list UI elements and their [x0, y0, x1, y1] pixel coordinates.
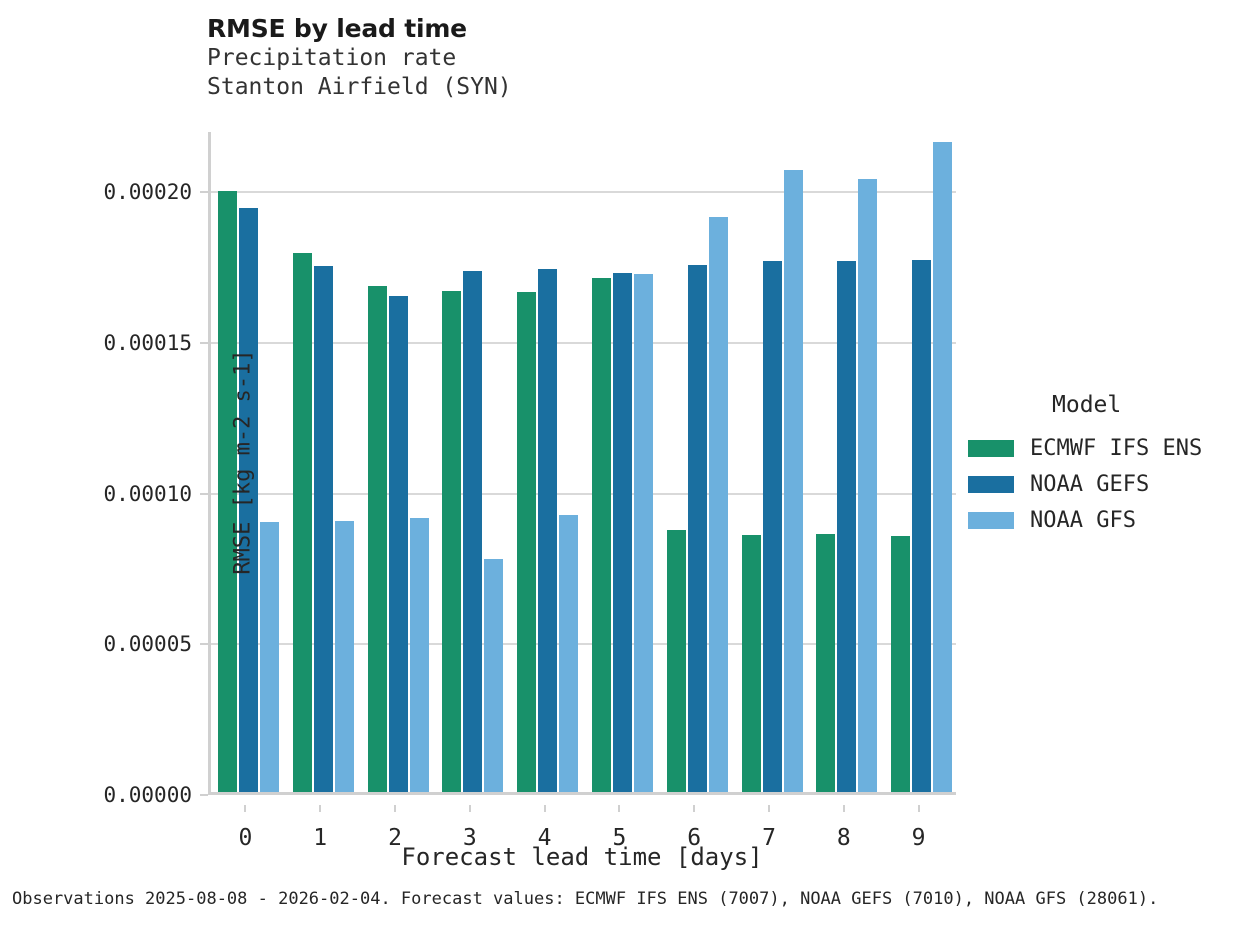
bar: [762, 261, 782, 792]
bar: [633, 274, 653, 792]
y-axis-tick: [200, 191, 208, 194]
x-axis-tick: [319, 805, 322, 812]
y-axis-tick: [200, 794, 208, 796]
bar: [367, 286, 387, 792]
x-axis-tick: [768, 805, 770, 812]
y-axis-tick: [200, 341, 208, 344]
bar: [687, 264, 707, 792]
gridline: [211, 191, 956, 194]
legend-item-label: ECMWF IFS ENS: [1030, 435, 1203, 461]
x-axis-tick-label: 3: [462, 825, 477, 851]
x-axis-tick-labels: 0 1 2 3 4 5 6 7 8 9: [208, 805, 956, 851]
bar: [559, 515, 579, 792]
footer-note: Observations 2025-08-08 - 2026-02-04. Fo…: [12, 889, 1159, 909]
bar: [238, 207, 258, 792]
bar: [591, 278, 611, 792]
y-axis-tick-label: 0.00020: [103, 180, 192, 205]
legend-rows: ECMWF IFS ENS NOAA GEFS NOAA GFS: [968, 430, 1248, 538]
x-axis-tick-label: 1: [313, 825, 328, 851]
legend-swatch-icon: [968, 475, 1014, 493]
legend-swatch-icon: [968, 439, 1014, 457]
x-axis-tick-label: 7: [762, 825, 776, 851]
y-axis-tick-labels: 0.00000 0.00005 0.00010 0.00015 0.00020: [0, 132, 1250, 807]
x-axis-tick: [842, 805, 845, 812]
y-axis-tick-label: 0.00015: [103, 330, 192, 355]
title-block: RMSE by lead time Precipitation rate Sta…: [207, 14, 907, 102]
x-axis-tick: [394, 805, 396, 812]
bar: [612, 272, 632, 792]
bar: [816, 533, 836, 792]
x-axis-tick-label: 9: [911, 825, 926, 851]
bar: [933, 141, 953, 792]
chart-subtitle-station: Stanton Airfield (SYN): [207, 74, 512, 100]
x-axis-title: Forecast lead time [days]: [401, 843, 763, 871]
y-axis-tick-label: 0.00010: [103, 481, 192, 506]
x-axis-tick-label: 0: [238, 825, 253, 851]
x-axis-tick-label: 2: [388, 825, 402, 851]
y-axis-tick: [200, 492, 208, 495]
bar: [666, 530, 686, 792]
x-axis-tick-label: 6: [687, 825, 702, 851]
bar: [313, 266, 333, 792]
bar: [891, 536, 911, 792]
gridline: [211, 492, 956, 495]
x-axis-tick-label: 8: [836, 825, 851, 851]
bar: [292, 252, 312, 792]
x-axis-tick-label: 4: [537, 825, 552, 851]
gridline: [211, 341, 956, 344]
legend-item[interactable]: NOAA GEFS: [968, 466, 1248, 502]
bar: [388, 296, 408, 792]
bar: [517, 291, 537, 792]
bar: [741, 534, 761, 792]
x-axis-tick: [917, 805, 920, 812]
x-axis-tick: [244, 805, 247, 812]
page-title: RMSE by lead time: [207, 14, 467, 43]
y-axis-tick-label: 0.00000: [103, 783, 192, 807]
bar: [538, 269, 558, 792]
legend-swatch-icon: [968, 511, 1014, 529]
bar: [217, 191, 237, 792]
bar: [463, 271, 483, 792]
bar: [409, 518, 429, 792]
gridline: [211, 643, 956, 646]
x-axis-tick: [618, 805, 621, 812]
legend-title: Model: [1052, 392, 1122, 418]
bar: [334, 521, 354, 792]
x-axis-tick: [693, 805, 696, 812]
legend: Model ECMWF IFS ENS NOAA GEFS NOAA GFS: [968, 392, 1248, 538]
legend-item-label: NOAA GEFS: [1030, 471, 1150, 497]
x-axis-tick: [543, 805, 546, 812]
legend-item-label: NOAA GFS: [1030, 507, 1136, 533]
y-axis-tick: [200, 643, 208, 646]
bar: [259, 521, 279, 792]
x-axis-tick-label: 5: [612, 825, 627, 851]
bar: [442, 290, 462, 792]
bar: [858, 179, 878, 792]
legend-item[interactable]: ECMWF IFS ENS: [968, 430, 1248, 466]
bar: [837, 260, 857, 792]
y-axis-tick-label: 0.00005: [103, 632, 192, 657]
bar: [912, 260, 932, 792]
chart-subtitle-variable: Precipitation rate: [207, 45, 457, 71]
bar: [708, 217, 728, 792]
bar: [484, 559, 504, 792]
bar: [783, 170, 803, 792]
legend-item[interactable]: NOAA GFS: [968, 502, 1248, 538]
plot-area: RMSE [kg m-2 s-1]: [200, 132, 956, 796]
x-axis-tick: [468, 805, 471, 812]
